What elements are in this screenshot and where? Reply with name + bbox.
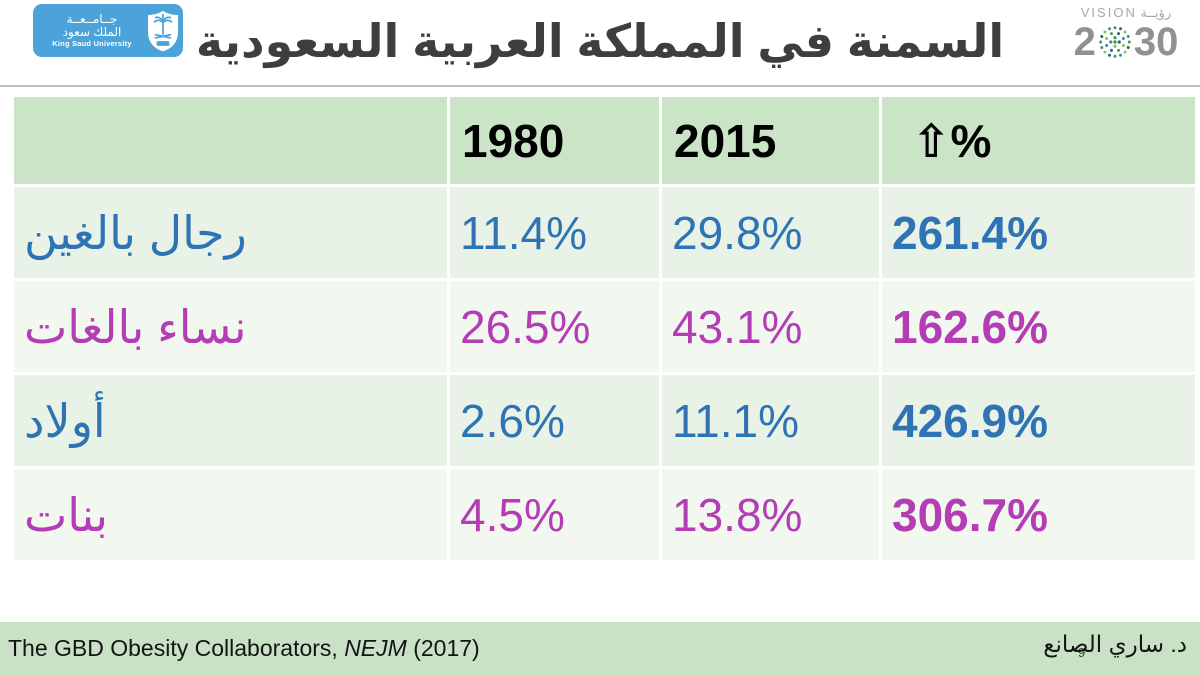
row-label: نساء بالغات	[14, 281, 447, 372]
table-row-girls: بنات 4.5% 13.8% 306.7%	[14, 469, 1195, 560]
vision-word-en: VISION	[1080, 5, 1137, 20]
value-2015: 43.1%	[662, 281, 879, 372]
header-cell-increase: ⇧%	[882, 97, 1195, 184]
value-1980: 2.6%	[450, 375, 659, 466]
value-1980: 11.4%	[450, 187, 659, 278]
value-increase: 162.6%	[882, 281, 1195, 372]
slide-title: السمنة في المملكة العربية السعودية	[195, 15, 1005, 67]
header-cell-empty	[14, 97, 447, 184]
value-2015: 13.8%	[662, 469, 879, 560]
author-name: د. ساري الصانع	[1043, 631, 1187, 657]
ksu-palm-crest-icon	[147, 8, 179, 54]
header-cell-1980: 1980	[450, 97, 659, 184]
table-row-adult-women: نساء بالغات 26.5% 43.1% 162.6%	[14, 281, 1195, 372]
value-increase: 426.9%	[882, 375, 1195, 466]
ksu-logo-text: جــامــعــة الملك سعود King Saud Univers…	[37, 12, 147, 48]
vision-word-ar: رؤيــة	[1140, 5, 1172, 20]
title-divider	[0, 85, 1200, 87]
citation-suffix: (2017)	[406, 635, 480, 661]
citation-journal: NEJM	[344, 635, 407, 661]
vision-2030-wordmark: VISION رؤيــة	[1058, 5, 1194, 21]
ksu-english-name: King Saud University	[52, 38, 132, 48]
citation-text: The GBD Obesity Collaborators, NEJM (201…	[8, 635, 480, 662]
footer: The GBD Obesity Collaborators, NEJM (201…	[0, 622, 1200, 675]
row-label: بنات	[14, 469, 447, 560]
value-increase: 261.4%	[882, 187, 1195, 278]
vision-year-right: 30	[1133, 20, 1179, 64]
vision-2030-year: 2	[1058, 22, 1194, 62]
citation-prefix: The GBD Obesity Collaborators,	[8, 635, 345, 661]
ksu-arabic-line1: جــامــعــة	[66, 12, 118, 27]
value-2015: 29.8%	[662, 187, 879, 278]
page-number: 9	[1078, 645, 1086, 660]
table-row-boys: أولاد 2.6% 11.1% 426.9%	[14, 375, 1195, 466]
value-increase: 306.7%	[882, 469, 1195, 560]
vision-2030-logo: VISION رؤيــة 2	[1058, 5, 1194, 62]
table-header-row: 1980 2015 ⇧%	[14, 97, 1195, 184]
obesity-table: 1980 2015 ⇧% رجال بالغين 11.4% 29.8% 261…	[11, 94, 1198, 563]
vision-year-left: 2	[1073, 20, 1096, 64]
row-label: أولاد	[14, 375, 447, 466]
value-1980: 4.5%	[450, 469, 659, 560]
value-1980: 26.5%	[450, 281, 659, 372]
ksu-arabic-line2: الملك سعود	[62, 25, 122, 40]
header-cell-2015: 2015	[662, 97, 879, 184]
table-row-adult-men: رجال بالغين 11.4% 29.8% 261.4%	[14, 187, 1195, 278]
ksu-logo: جــامــعــة الملك سعود King Saud Univers…	[33, 4, 183, 57]
row-label: رجال بالغين	[14, 187, 447, 278]
vision-rosette-icon	[1097, 24, 1133, 60]
value-2015: 11.1%	[662, 375, 879, 466]
